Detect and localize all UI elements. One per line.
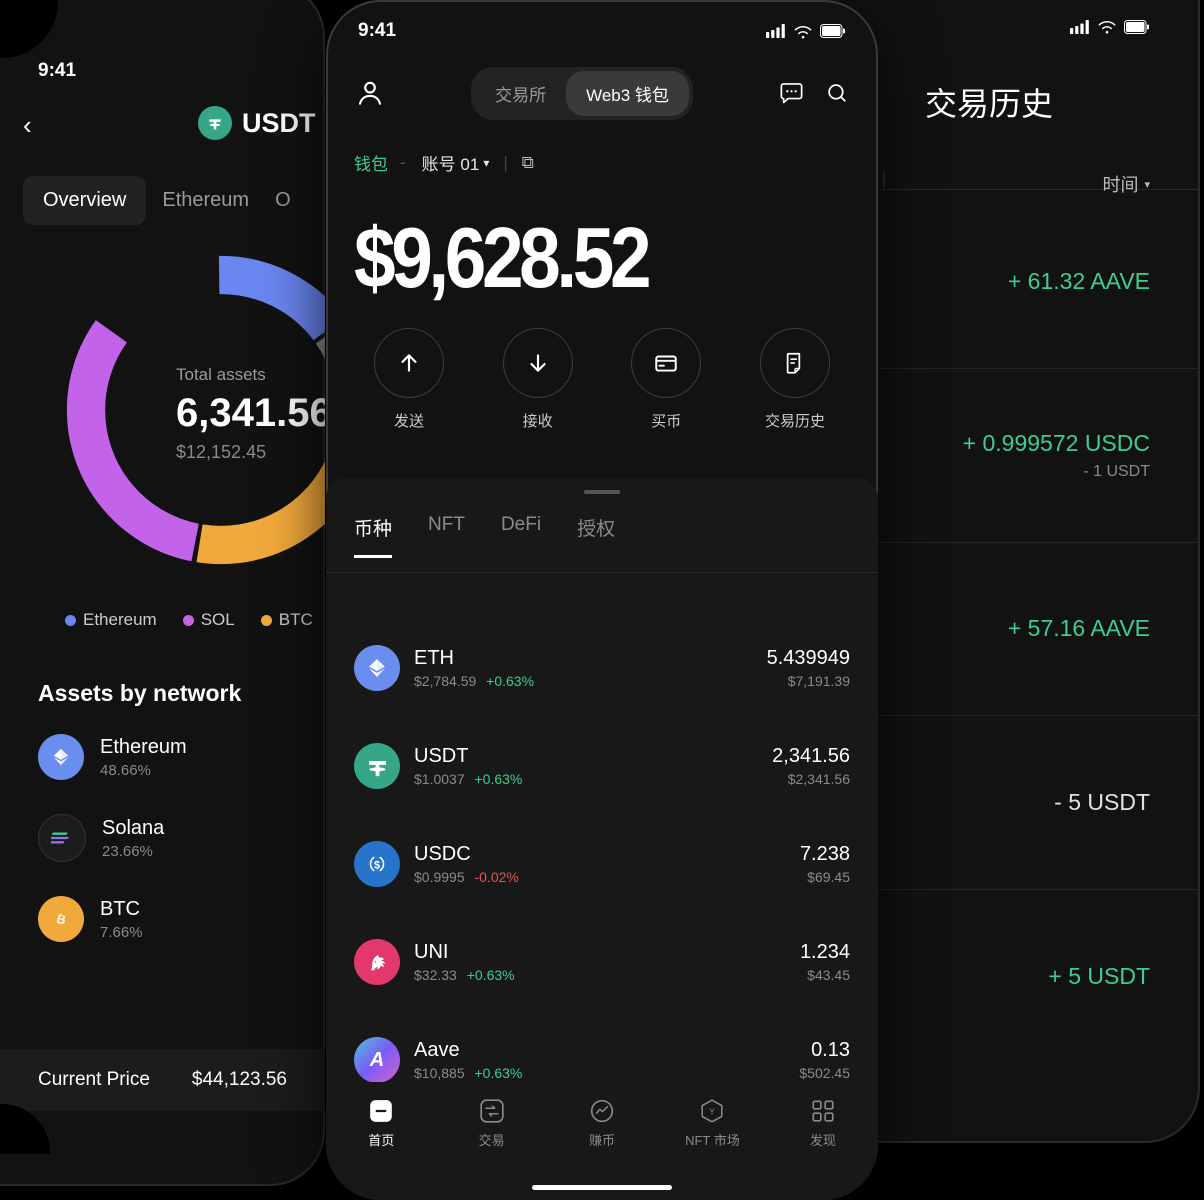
svg-text:Y: Y	[710, 1106, 716, 1116]
svg-text:$: $	[374, 860, 380, 872]
